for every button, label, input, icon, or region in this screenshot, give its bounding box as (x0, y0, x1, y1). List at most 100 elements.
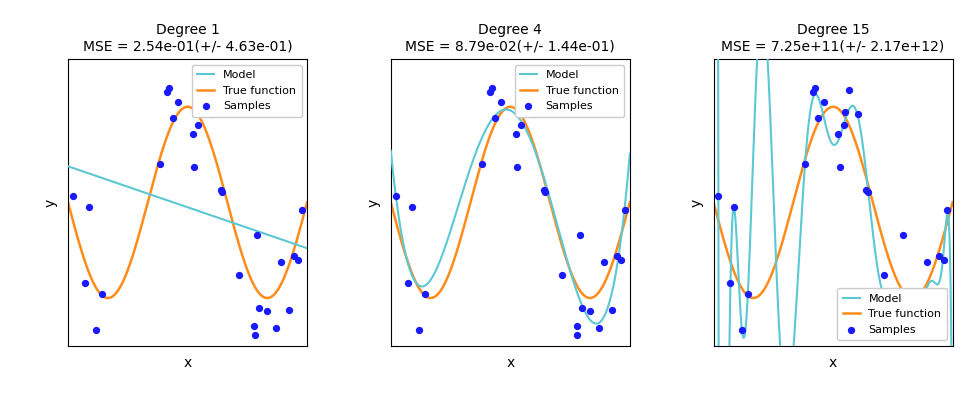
Samples (832, 164, 848, 170)
Samples (613, 257, 629, 263)
True function (827, 105, 839, 109)
Samples (268, 325, 284, 331)
Samples (837, 109, 852, 116)
Samples (88, 327, 104, 333)
X-axis label: x: x (184, 356, 191, 370)
Samples (494, 99, 509, 105)
Samples (591, 325, 607, 331)
Model (904, 309, 916, 314)
True function (182, 105, 193, 109)
Model (176, 203, 188, 208)
Model (850, 108, 862, 113)
Samples (554, 272, 570, 278)
True function (821, 107, 833, 111)
Model (515, 118, 527, 123)
Samples (936, 257, 952, 263)
True function (515, 113, 527, 118)
Model (500, 107, 511, 112)
Samples (574, 305, 590, 311)
True function (905, 295, 917, 300)
Samples (165, 115, 181, 121)
Samples (895, 231, 911, 238)
Y-axis label: y: y (44, 198, 57, 206)
Line: Model: Model (391, 110, 630, 323)
Model (259, 231, 270, 236)
True function (708, 200, 719, 205)
Model (204, 213, 216, 217)
Samples (252, 305, 267, 311)
Title: Degree 4
MSE = 8.79e-02(+/- 1.44e-01): Degree 4 MSE = 8.79e-02(+/- 1.44e-01) (405, 24, 615, 53)
Samples (246, 323, 261, 329)
Samples (403, 204, 419, 210)
True function (102, 296, 114, 300)
Samples (388, 193, 403, 199)
X-axis label: x: x (829, 356, 837, 370)
Line: True function: True function (68, 107, 307, 298)
Samples (891, 323, 907, 329)
Samples (204, 110, 220, 117)
Samples (617, 207, 633, 213)
Model (501, 107, 512, 112)
Samples (860, 189, 876, 196)
Model (62, 164, 74, 169)
Samples (484, 85, 500, 92)
Samples (582, 307, 598, 314)
Samples (399, 280, 415, 286)
Samples (940, 207, 955, 213)
Samples (569, 323, 584, 329)
Samples (65, 193, 81, 199)
Title: Degree 15
MSE = 7.25e+11(+/- 2.17e+12): Degree 15 MSE = 7.25e+11(+/- 2.17e+12) (721, 24, 945, 53)
True function (385, 200, 397, 205)
True function (499, 107, 510, 111)
Samples (842, 87, 857, 94)
Model (528, 145, 539, 149)
True function (178, 106, 190, 110)
Y-axis label: y: y (366, 198, 380, 206)
Samples (215, 189, 230, 196)
Samples (797, 161, 813, 167)
Samples (605, 307, 620, 314)
Samples (474, 161, 490, 167)
Samples (527, 110, 542, 117)
Samples (811, 115, 826, 121)
X-axis label: x: x (506, 356, 514, 370)
True function (838, 113, 850, 118)
Samples (905, 307, 920, 314)
Samples (152, 161, 167, 167)
Samples (514, 109, 530, 116)
Samples (805, 89, 820, 95)
Model (191, 208, 203, 213)
Samples (519, 87, 535, 94)
Samples (488, 115, 503, 121)
Samples (836, 122, 851, 129)
Samples (213, 187, 228, 193)
Samples (858, 187, 874, 193)
Samples (94, 291, 110, 298)
Samples (185, 131, 200, 138)
Samples (608, 253, 624, 259)
Samples (191, 109, 207, 116)
Samples (711, 193, 726, 199)
Model (499, 107, 510, 112)
True function (850, 143, 862, 148)
True function (947, 200, 958, 205)
Samples (273, 259, 289, 265)
True function (619, 218, 631, 223)
Samples (931, 253, 947, 259)
Model (821, 130, 833, 134)
True function (176, 107, 188, 111)
Samples (538, 189, 553, 196)
Samples (807, 85, 822, 92)
Model (619, 202, 631, 207)
Model (942, 211, 954, 216)
Samples (161, 85, 177, 92)
Legend: Model, True function, Samples: Model, True function, Samples (191, 64, 301, 117)
Samples (159, 89, 175, 95)
Samples (187, 164, 202, 170)
Model (177, 203, 189, 208)
Legend: Model, True function, Samples: Model, True function, Samples (514, 64, 624, 117)
Samples (191, 122, 206, 129)
Samples (877, 272, 892, 278)
Model (624, 152, 636, 156)
Samples (250, 231, 265, 238)
